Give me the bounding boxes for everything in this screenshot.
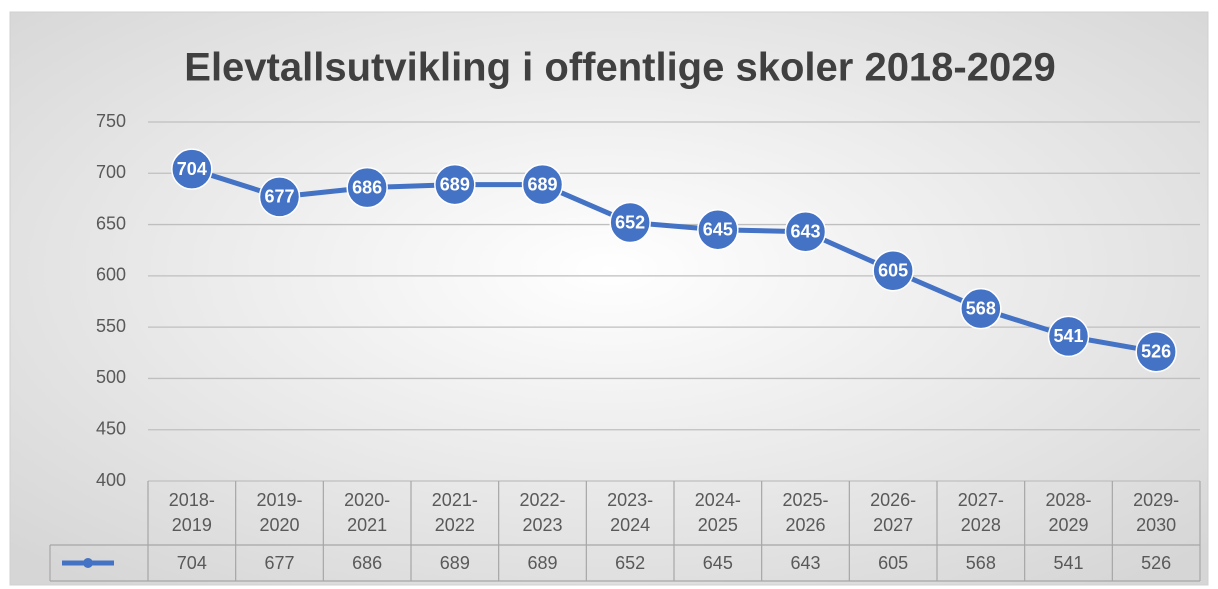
x-tick-label: 2020-2021	[323, 481, 411, 545]
marker	[697, 208, 739, 251]
data-label: 677	[264, 187, 294, 207]
marker	[960, 287, 1002, 330]
x-tick-label: 2019-2020	[236, 481, 324, 545]
data-label: 643	[790, 222, 820, 242]
table-value-text: 686	[352, 552, 383, 573]
y-tick-label: 650	[96, 213, 126, 233]
table-value: 689	[411, 545, 499, 581]
legend-key-marker	[83, 558, 93, 568]
x-tick-label-text: 2027-2028	[957, 490, 1004, 535]
x-tick-label: 2029-2030	[1112, 481, 1200, 545]
table-value-text: 689	[439, 552, 470, 573]
x-tick-label: 2021-2022	[411, 481, 499, 545]
x-tick-label-text: 2021-2022	[431, 490, 478, 535]
data-label: 568	[966, 298, 996, 318]
x-tick-label: 2028-2029	[1025, 481, 1113, 545]
marker	[1135, 331, 1177, 373]
table-value: 541	[1025, 545, 1113, 581]
data-label: 526	[1141, 342, 1171, 362]
table-value-text: 643	[790, 552, 821, 573]
marker	[872, 249, 914, 292]
table-value: 677	[236, 545, 324, 581]
x-tick-label-text: 2026-2027	[870, 490, 917, 535]
table-value-text: 541	[1053, 552, 1084, 573]
chart-title: Elevtallsutvikling i offentlige skoler 2…	[184, 46, 1055, 90]
data-label: 652	[615, 212, 645, 232]
data-label: 605	[878, 260, 908, 280]
marker	[346, 166, 388, 209]
marker	[171, 148, 213, 190]
marker	[434, 163, 476, 206]
x-tick-label-text: 2020-2021	[344, 490, 391, 535]
y-tick-label: 400	[96, 470, 126, 490]
data-label: 645	[703, 219, 733, 239]
y-tick-label: 500	[96, 367, 126, 387]
y-tick-label: 750	[96, 111, 126, 131]
y-tick-label: 700	[96, 162, 126, 182]
x-tick-label-text: 2029-2030	[1133, 490, 1180, 535]
x-tick-label-text: 2018-2019	[168, 490, 215, 535]
table-value-text: 605	[878, 552, 909, 573]
marker	[521, 163, 564, 206]
x-tick-label: 2025-2026	[762, 481, 850, 545]
table-value-text: 568	[965, 552, 996, 573]
marker	[258, 176, 301, 218]
y-tick-label: 600	[96, 265, 126, 285]
x-tick-label: 2018-2019	[148, 481, 236, 545]
table-value: 645	[674, 545, 762, 581]
table-value-text: 652	[615, 552, 646, 573]
data-label: 689	[527, 174, 557, 194]
x-tick-label: 2023-2024	[586, 481, 674, 545]
table-value-text: 704	[176, 552, 207, 573]
marker	[784, 211, 827, 253]
x-tick-label: 2027-2028	[937, 481, 1025, 545]
marker	[609, 201, 651, 244]
table-value: 526	[1112, 545, 1200, 581]
table-value: 605	[849, 545, 937, 581]
table-value: 652	[586, 545, 674, 581]
data-label: 689	[440, 174, 470, 194]
data-label: 541	[1053, 326, 1083, 346]
table-value: 689	[499, 545, 587, 581]
x-tick-label: 2022-2023	[499, 481, 587, 545]
x-tick-label: 2024-2025	[674, 481, 762, 545]
x-tick-label-text: 2025-2026	[782, 490, 829, 535]
marker	[1047, 315, 1090, 358]
x-tick-label-text: 2023-2024	[607, 490, 654, 535]
y-tick-label: 550	[96, 316, 126, 336]
table-value: 643	[762, 545, 850, 581]
table-value: 568	[937, 545, 1025, 581]
x-tick-label-text: 2024-2025	[694, 490, 741, 535]
table-value-text: 689	[527, 552, 558, 573]
x-tick-label-text: 2022-2023	[519, 490, 566, 535]
table-value-text: 645	[702, 552, 733, 573]
table-value: 704	[148, 545, 236, 581]
chart-background	[9, 11, 1209, 586]
table-value: 686	[323, 545, 411, 581]
data-label: 704	[177, 159, 207, 179]
table-value-text: 677	[264, 552, 295, 573]
y-tick-label: 450	[96, 418, 126, 438]
x-tick-label-text: 2028-2029	[1045, 490, 1092, 535]
x-tick-label-text: 2019-2020	[256, 490, 303, 535]
data-label: 686	[352, 177, 382, 197]
table-value-text: 526	[1141, 552, 1172, 573]
x-tick-label: 2026-2027	[849, 481, 937, 545]
